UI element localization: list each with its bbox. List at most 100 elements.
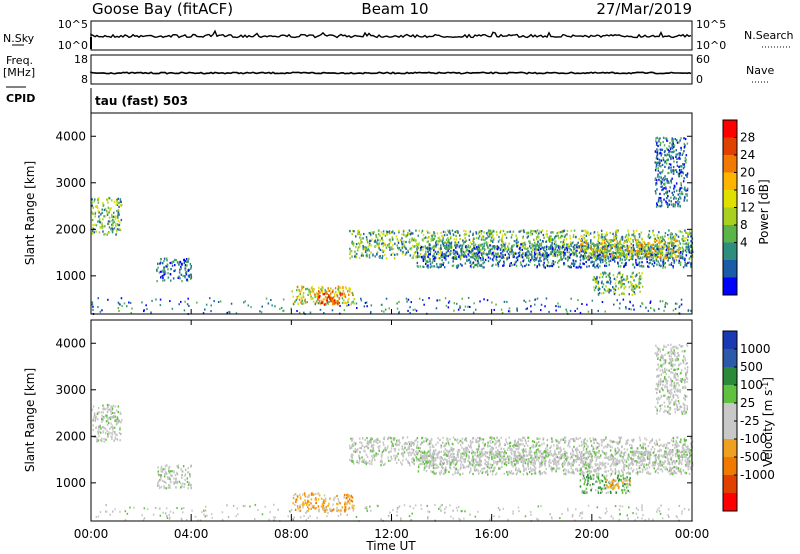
scatter-cell [332,289,334,292]
scatter-cell [534,253,536,256]
scatter-cell [606,248,609,251]
scatter-cell [141,301,143,304]
scatter-cell [385,246,388,249]
scatter-cell [389,436,391,439]
scatter-cell [331,297,334,300]
scatter-cell [111,424,113,427]
scatter-cell [479,264,481,267]
scatter-cell [434,256,437,259]
scatter-cell [637,246,639,249]
scatter-cell [615,256,618,260]
scatter-cell [175,259,178,262]
scatter-cell [347,301,349,304]
scatter-cell [682,234,684,238]
scatter-cell [184,276,186,279]
scatter-cell [637,251,639,254]
scatter-cell [308,494,310,497]
scatter-cell [453,238,456,241]
scatter-cell [444,297,447,300]
scatter-cell [502,255,504,258]
scatter-cell [393,232,396,235]
scatter-cell [625,263,627,266]
scatter-cell [478,456,480,459]
scatter-cell [563,456,566,459]
scatter-cell [102,431,104,434]
scatter-cell [580,266,582,269]
scatter-cell [528,240,530,243]
scatter-cell [609,279,611,282]
scatter-cell [331,298,333,301]
scatter-cell [190,464,192,467]
scatter-cell [118,310,120,312]
date-title: 27/Mar/2019 [596,0,692,18]
scatter-cell [118,213,120,216]
scatter-cell [349,288,351,291]
scatter-cell [423,237,426,240]
scatter-cell [421,229,424,232]
scatter-cell [577,299,579,302]
scatter-cell [440,255,442,258]
scatter-cell [546,256,549,259]
scatter-cell [115,215,117,218]
scatter-cell [647,309,650,312]
scatter-cell [487,235,490,238]
scatter-cell [571,448,574,451]
scatter-cell [157,482,159,485]
scatter-cell [663,193,665,196]
scatter-cell [377,445,379,448]
scatter-cell [656,151,658,154]
scatter-cell [649,261,652,264]
freq-panel [90,54,693,85]
scatter-cell [597,244,599,247]
scatter-cell [509,441,512,444]
scatter-cell [480,232,483,235]
colorbar-swatch [723,260,737,278]
scatter-cell [376,251,379,254]
scatter-cell [632,271,634,274]
scatter-cell [617,244,620,247]
scatter-cell [439,264,442,267]
scatter-cell [590,440,592,443]
scatter-cell [353,441,356,444]
scatter-cell [500,252,502,255]
scatter-cell [474,243,477,246]
scatter-cell [437,250,439,253]
scatter-cell [540,231,542,234]
scatter-cell [351,255,353,258]
scatter-cell [621,253,623,256]
scatter-cell [369,311,372,314]
scatter-cell [311,493,313,496]
scatter-cell [502,229,505,233]
scatter-cell [438,240,440,243]
scatter-cell [282,309,284,312]
scatter-cell [608,263,610,266]
scatter-cell [522,455,525,459]
scatter-cell [477,262,480,265]
scatter-cell [407,460,409,463]
scatter-cell [681,256,683,259]
scatter-cell [558,259,561,262]
scatter-cell [563,256,565,259]
scatter-cell [473,302,475,305]
scatter-cell [440,244,442,247]
scatter-cell [485,241,488,244]
scatter-cell [110,422,112,425]
scatter-cell [131,307,133,310]
scatter-cell [562,240,565,243]
scatter-cell [325,292,327,295]
scatter-cell [129,302,132,304]
scatter-cell [654,240,656,244]
scatter-cell [656,263,658,266]
scatter-cell [681,257,684,260]
scatter-cell [431,247,433,250]
scatter-cell [472,261,475,264]
scatter-cell [468,231,471,234]
scatter-cell [439,249,442,252]
scatter-cell [167,486,170,489]
scatter-cell [638,233,640,236]
scatter-cell [339,290,341,293]
scatter-cell [92,405,95,408]
scatter-cell [469,441,472,444]
scatter-cell [614,287,616,290]
scatter-cell [529,242,531,245]
